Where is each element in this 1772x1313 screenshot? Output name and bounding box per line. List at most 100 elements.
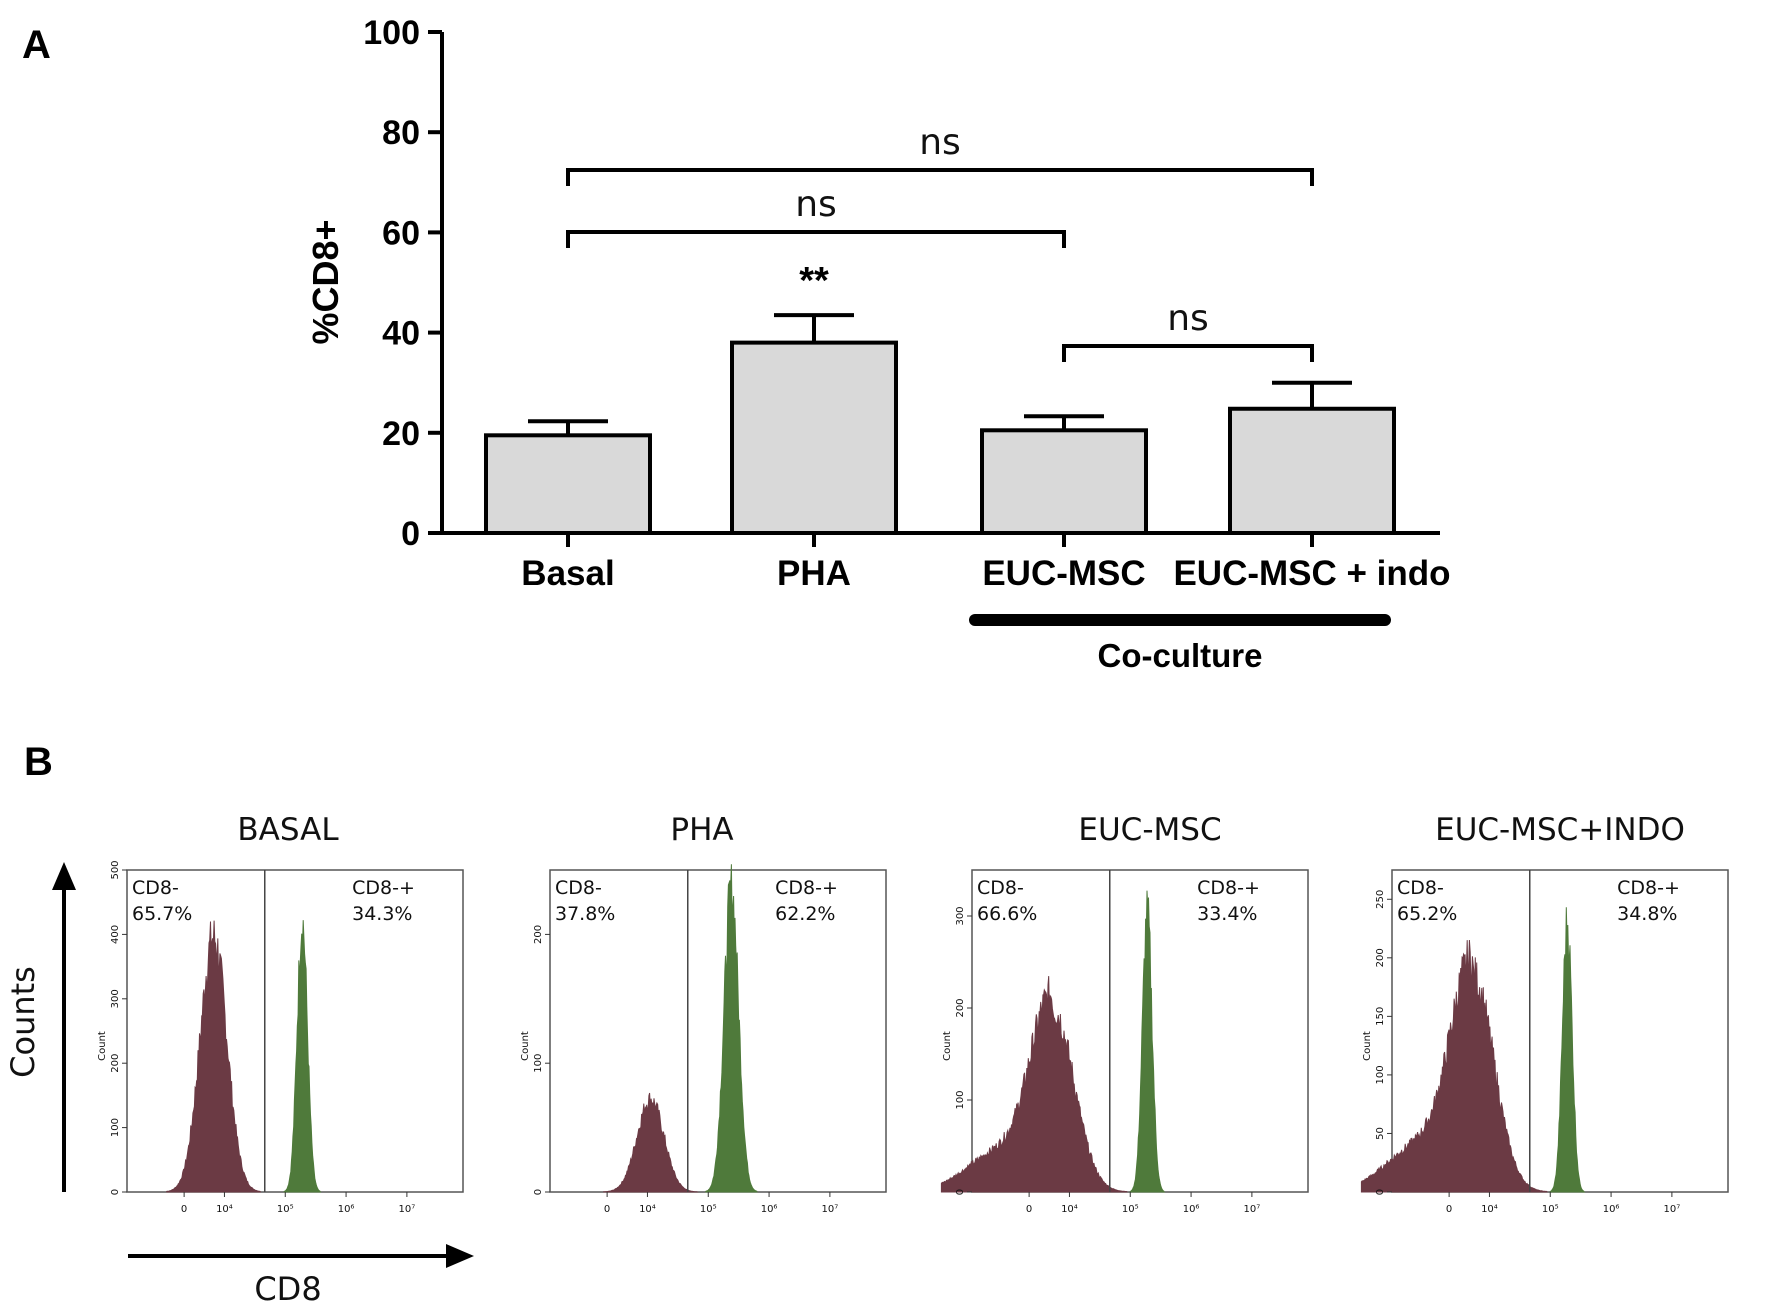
x-tick-label: PHA [777, 554, 851, 593]
cd8-negative-histogram [603, 1092, 699, 1193]
negative-gate-label: CD8- [555, 877, 602, 899]
significance-label: ns [795, 184, 837, 225]
y-tick-label: 200 [533, 925, 544, 944]
positive-gate-percent: 62.2% [775, 903, 835, 925]
x-tick-label: 10⁷ [1664, 1204, 1681, 1215]
bar [1228, 406, 1396, 536]
x-tick-label: 10⁶ [1183, 1204, 1200, 1215]
histogram-panel: EUC-MSC+INDO 0 50 100 150 200 250 Count 0 10⁴ 10⁵ 1… [1360, 812, 1729, 1215]
cd8-negative-histogram [940, 976, 1128, 1193]
y-tick-label: 100 [363, 14, 420, 52]
y-axis-title: Count [1362, 1031, 1373, 1061]
y-tick-label: 100 [955, 1090, 966, 1109]
y-tick-label: 0 [1375, 1189, 1386, 1195]
y-tick-label: 0 [533, 1189, 544, 1195]
y-tick-label: 50 [1375, 1127, 1386, 1140]
y-axis-title: Count [520, 1031, 531, 1061]
positive-gate-label: CD8-+ [1197, 877, 1260, 899]
x-tick-label: 10⁶ [1603, 1204, 1620, 1215]
negative-gate-label: CD8- [132, 877, 179, 899]
negative-gate-percent: 65.7% [132, 903, 192, 925]
y-tick-label: 250 [1375, 890, 1386, 909]
y-axis-title: Count [942, 1031, 953, 1061]
bar [730, 340, 898, 535]
panel-b-label: B [24, 740, 53, 784]
y-axis-title: Count [97, 1031, 108, 1061]
histogram-panel: BASAL 0 100 200 300 400 500 Count 0 10⁴ 10⁵ 10⁶ 10⁷ C… [97, 812, 464, 1215]
x-tick-label: 10⁶ [761, 1204, 778, 1215]
negative-gate-label: CD8- [1397, 877, 1444, 899]
y-tick-label: 100 [533, 1054, 544, 1073]
x-tick-label: 0 [1026, 1204, 1032, 1215]
histogram-panel: PHA 0 100 200 Count 0 10⁴ 10⁵ 10⁶ 10⁷ CD8- 37.8% CD8… [520, 812, 887, 1215]
negative-gate-percent: 37.8% [555, 903, 615, 925]
cd8-axis-label: CD8 [254, 1270, 321, 1308]
histogram-title: BASAL [237, 812, 339, 848]
positive-gate-percent: 34.3% [352, 903, 412, 925]
x-tick-label: EUC-MSC [982, 554, 1145, 593]
positive-gate-label: CD8-+ [1617, 877, 1680, 899]
significance-bracket [566, 168, 1314, 186]
x-tick-label: 0 [1446, 1204, 1452, 1215]
x-tick-label: 10⁵ [1122, 1204, 1139, 1215]
y-tick-label: 300 [955, 906, 966, 925]
y-tick-label: 150 [1375, 1007, 1386, 1026]
significance-label: ns [1167, 298, 1209, 339]
x-tick-label: 0 [604, 1204, 610, 1215]
x-tick-label: 0 [181, 1204, 187, 1215]
x-tick-label: 10⁷ [399, 1204, 416, 1215]
cd8-positive-histogram [283, 920, 322, 1193]
y-tick-label: 100 [110, 1118, 121, 1137]
bar [980, 428, 1148, 536]
y-tick-label: 500 [110, 860, 121, 879]
counts-arrow-head [52, 862, 76, 890]
positive-gate-label: CD8-+ [775, 877, 838, 899]
x-tick-label: 10⁵ [700, 1204, 717, 1215]
x-tick-label: EUC-MSC + indo [1173, 554, 1450, 593]
negative-gate-percent: 66.6% [977, 903, 1037, 925]
negative-gate-label: CD8- [977, 877, 1024, 899]
x-tick-label: Basal [521, 554, 614, 593]
cd8-positive-histogram [1549, 907, 1586, 1193]
x-tick-label: 10⁷ [822, 1204, 839, 1215]
x-tick-label: 10⁴ [1061, 1204, 1078, 1215]
y-tick-label: 20 [382, 415, 420, 453]
cd8-positive-histogram [1129, 890, 1166, 1193]
y-tick-label: 200 [1375, 948, 1386, 967]
x-tick-label: 10⁴ [216, 1204, 233, 1215]
histogram-title: EUC-MSC+INDO [1435, 812, 1685, 848]
bar [484, 433, 652, 535]
panel-a-label: A [22, 23, 51, 67]
y-tick-label: 0 [955, 1189, 966, 1195]
y-axis-title: %CD8+ [305, 219, 346, 344]
cd8-positive-histogram [705, 864, 758, 1193]
histogram-panel: EUC-MSC 0 100 200 300 Count 0 10⁴ 10⁵ 10⁶ 10⁷ CD8- 6… [940, 812, 1309, 1215]
significance-label: ns [919, 122, 961, 163]
cd8-negative-histogram [166, 920, 261, 1193]
y-tick-label: 60 [382, 214, 420, 252]
positive-gate-percent: 34.8% [1617, 903, 1677, 925]
counts-axis-label: Counts [4, 966, 42, 1078]
x-tick-label: 10⁴ [1481, 1204, 1498, 1215]
positive-gate-label: CD8-+ [352, 877, 415, 899]
positive-gate-percent: 33.4% [1197, 903, 1257, 925]
y-tick-label: 0 [110, 1189, 121, 1195]
y-tick-label: 200 [955, 998, 966, 1017]
significance-bracket [566, 230, 1066, 248]
x-tick-label: 10⁴ [639, 1204, 656, 1215]
y-tick-label: 0 [401, 515, 420, 553]
histogram-title: EUC-MSC [1078, 812, 1221, 848]
y-tick-label: 80 [382, 114, 420, 152]
x-tick-label: 10⁵ [277, 1204, 294, 1215]
significance-stars: ** [799, 260, 829, 302]
co-culture-label: Co-culture [1098, 637, 1263, 674]
y-tick-label: 40 [382, 315, 420, 353]
histogram-title: PHA [670, 812, 733, 848]
y-tick-label: 200 [110, 1054, 121, 1073]
y-tick-label: 300 [110, 989, 121, 1008]
significance-bracket [1062, 344, 1314, 362]
cd8-negative-histogram [1360, 939, 1548, 1193]
y-tick-label: 400 [110, 925, 121, 944]
